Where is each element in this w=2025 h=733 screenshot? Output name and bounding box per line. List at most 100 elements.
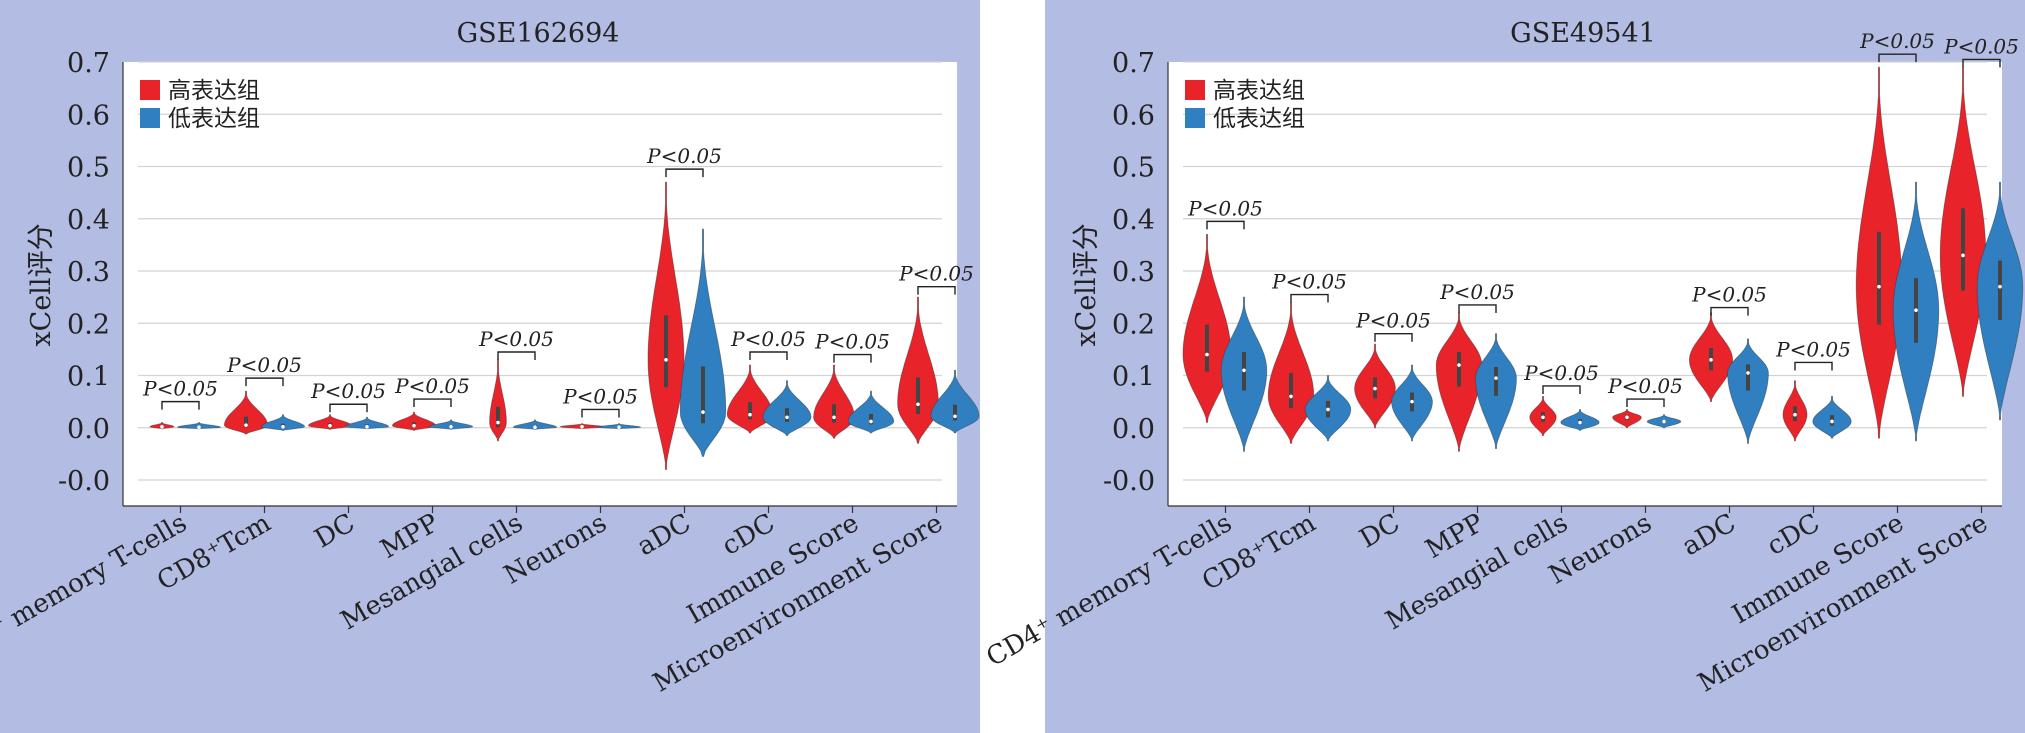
violin-box <box>1457 351 1461 387</box>
significance-bracket <box>1374 333 1413 342</box>
violin-box <box>701 366 705 424</box>
y-tick-label: 0.7 <box>1112 48 1155 79</box>
violin-median <box>244 423 248 427</box>
y-tick-label: 0.1 <box>1112 362 1155 393</box>
significance-bracket <box>1206 220 1245 230</box>
violin-box <box>869 413 873 425</box>
violin-median <box>1830 419 1834 424</box>
significance-label: P<0.05 <box>1271 270 1347 294</box>
significance-label: P<0.05 <box>1355 309 1431 333</box>
significance-label: P<0.05 <box>142 377 218 401</box>
significance-bracket <box>1878 53 1917 63</box>
significance-bracket <box>1794 361 1833 371</box>
significance-label: P<0.05 <box>814 330 890 354</box>
significance-bracket <box>245 377 284 387</box>
violin-low <box>1727 338 1769 444</box>
significance-label: P<0.05 <box>1523 361 1599 385</box>
violin-median <box>832 415 836 420</box>
violin-median <box>328 423 332 428</box>
legend-swatch-high <box>1185 80 1205 100</box>
violin-chart-gse49541: GSE49541 -0.0 0.0 0.1 0.2 0.3 0.4 0.5 0.6 0.7 xCel… <box>982 18 2024 699</box>
x-category-label: DC <box>1355 508 1405 554</box>
violin-low <box>762 380 812 437</box>
violin-median <box>1709 358 1713 362</box>
violin-high <box>813 364 855 439</box>
violin-median <box>496 420 500 425</box>
y-tick-label: 0.4 <box>1112 205 1155 236</box>
y-tick-label: 0.3 <box>1112 257 1155 288</box>
violin-median <box>160 424 164 429</box>
significance-bracket <box>581 408 620 418</box>
x-category-label: DC <box>310 508 360 554</box>
y-tick-label: 0.5 <box>1112 153 1155 184</box>
violin-median <box>1662 419 1666 424</box>
y-axis-label: xCell评分 <box>26 223 57 346</box>
significance-bracket <box>161 400 200 410</box>
legend-swatch-low <box>1185 108 1205 128</box>
significance-label: P<0.05 <box>310 379 386 403</box>
significance-bracket <box>749 351 788 360</box>
significance-label: P<0.05 <box>1859 29 1935 53</box>
violin-median <box>701 410 705 414</box>
violin-median <box>1457 363 1461 367</box>
y-axis-label: xCell评分 <box>1071 223 1102 346</box>
violin-box <box>748 402 752 420</box>
violin-median <box>785 415 789 420</box>
significance-label: P<0.05 <box>562 384 638 408</box>
x-category-label: aDC <box>1677 508 1741 562</box>
significance-label: P<0.05 <box>1691 283 1767 307</box>
chart-panel-left: GSE162694 -0.0 0.0 0.1 0.2 0.3 0.4 0.5 0.6 0.7 xCe… <box>0 0 980 733</box>
chart-title: GSE162694 <box>457 18 620 49</box>
significance-bracket <box>833 353 872 363</box>
violin-median <box>1998 284 2002 289</box>
significance-bracket <box>329 403 368 413</box>
y-tick-label: 0.7 <box>67 48 110 79</box>
y-tick-label: -0.0 <box>1103 466 1155 497</box>
significance-bracket <box>413 398 452 408</box>
violin-median <box>953 414 957 419</box>
violin-low <box>344 416 390 430</box>
violin-low <box>847 390 895 434</box>
violin-median <box>449 424 453 429</box>
violin-median <box>664 358 668 362</box>
violin-chart-gse162694: GSE162694 -0.0 0.0 0.1 0.2 0.3 0.4 0.5 0.6 0.7 xCe… <box>0 18 980 699</box>
violin-box <box>1494 367 1498 396</box>
violin-box <box>664 315 668 388</box>
significance-bracket <box>1710 306 1749 316</box>
violin-box <box>1961 208 1965 291</box>
significance-label: P<0.05 <box>646 144 722 168</box>
significance-bracket <box>497 351 536 360</box>
y-tick-label: 0.0 <box>67 414 110 445</box>
significance-bracket <box>1290 293 1329 303</box>
violin-median <box>1793 412 1797 417</box>
legend-label-low: 低表达组 <box>168 106 260 132</box>
violin-median <box>1494 376 1498 380</box>
x-category-label: CD4⁺ memory T-cells <box>982 508 1237 673</box>
violin-box <box>496 406 500 428</box>
violin-low <box>261 414 305 431</box>
legend-swatch-high <box>140 80 160 100</box>
violin-low <box>428 419 474 430</box>
violin-high <box>897 296 939 444</box>
legend-label-high: 高表达组 <box>1213 78 1305 104</box>
violin-median <box>1410 399 1414 404</box>
significance-label: P<0.05 <box>478 327 554 351</box>
violin-median <box>365 424 369 429</box>
significance-label: P<0.05 <box>1439 280 1515 304</box>
significance-bracket <box>1542 385 1581 394</box>
violin-median <box>412 423 416 428</box>
violin-median <box>1373 386 1377 391</box>
plot-area <box>123 62 957 506</box>
violin-median <box>1625 415 1629 420</box>
significance-label: P<0.05 <box>898 262 974 286</box>
y-tick-label: 0.0 <box>1112 414 1155 445</box>
significance-label: P<0.05 <box>1607 374 1683 398</box>
y-tick-label: 0.1 <box>67 362 110 393</box>
violin-low <box>930 369 980 434</box>
y-tick-label: 0.6 <box>67 100 110 131</box>
significance-label: P<0.05 <box>1187 196 1263 220</box>
y-tick-label: 0.2 <box>1112 309 1155 340</box>
violin-box <box>953 404 957 421</box>
violin-median <box>1541 415 1545 420</box>
violin-high <box>307 414 353 430</box>
